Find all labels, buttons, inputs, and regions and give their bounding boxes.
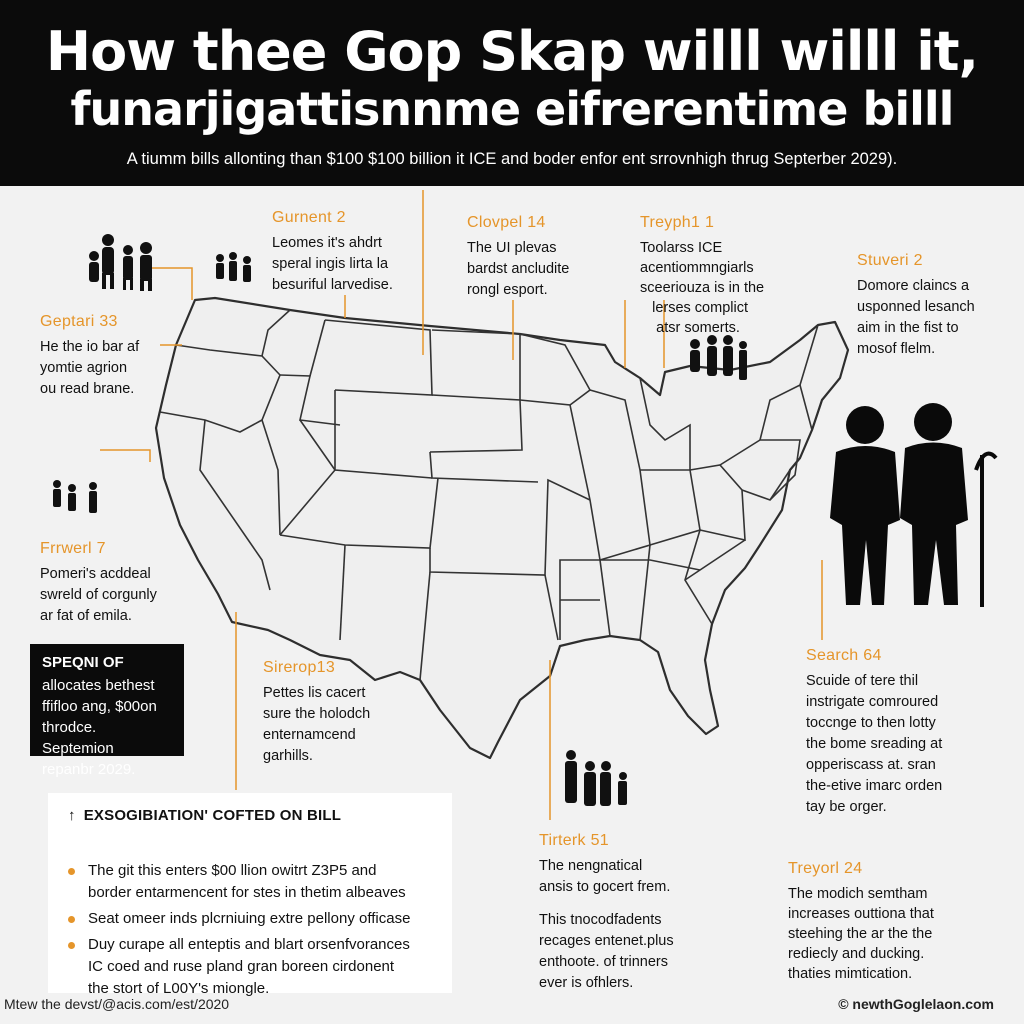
list-item: Duy curape all enteptis and blart orsenf… [68,934,432,1000]
callout-heading: Treyorl 24 [788,860,863,877]
callout-frrwerl: Frrwerl 7 Pomeri's acddeal swreld of corg… [40,540,180,627]
callout-tirterk: Tirterk 51 The nengnatical ansis to gocer… [539,832,699,994]
callout-heading: Treyph1 1 [640,214,715,231]
map-shape [154,296,850,760]
callout-text: The UI plevas bardst ancludite rongl espor… [467,240,570,298]
callout-heading: Search 64 [806,647,882,664]
people-silhouette-group-5 [565,750,627,806]
callout-heading: Sirerop13 [263,659,336,676]
callout-text: Pomeri's acddeal swreld of corgunly ar fat… [40,566,157,624]
bullet-dot-icon [68,868,75,875]
bullet-dot-icon [68,916,75,923]
callout-treyph: Treyph1 1 Toolarss ICE acentiommngiarls sc… [640,214,800,338]
list-item: Seat omeer inds plcrniuing extre pellony… [68,908,432,930]
state-borders [159,309,819,681]
callout-heading: Tirterk 51 [539,832,609,849]
header-banner: How thee Gop Skap willl willl it, funarj… [0,0,1024,186]
callout-text: Domore claincs a usponned lesanch aim in t… [857,278,975,357]
copyright: © newthGoglelaon.com [838,996,994,1012]
key-points-list: The git this enters $00 llion owitrt Z3P… [68,860,432,1000]
spending-box-text: allocates bethest ffifloo ang, $00on throd… [42,677,157,778]
callout-treyorl: Treyorl 24 The modich semtham increases o… [788,860,978,984]
callout-heading: Clovpel 14 [467,214,546,231]
callout-text: The nengnatical ansis to gocert frem. [539,858,671,895]
callout-stuveri: Stuveri 2 Domore claincs a usponned lesan… [857,252,1017,360]
callout-sirerop: Sirerop13 Pettes lis cacert sure the holo… [263,659,403,767]
key-points-box: ↑ EXSOGIBIATION' COFTED ON BILL The git t… [48,793,452,997]
subtitle: A tiumm bills allonting than $100 $100 b… [126,150,898,168]
people-silhouette-group-2 [216,252,251,282]
people-silhouette-group-4 [690,335,747,380]
callout-gument: Gurnent 2 Leomes it's ahdrt speral ingis … [272,209,422,296]
callout-heading: Frrwerl 7 [40,540,106,557]
callout-text: He the io bar af yomtie agrion ou read bra… [40,339,140,397]
callout-heading: Gurnent 2 [272,209,346,226]
us-map [53,190,998,820]
source-credit: Mtew the devst/@acis.com/est/2020 [4,996,230,1012]
callout-text: Toolarss ICE acentiommngiarls sceeriouza i… [640,240,765,336]
people-silhouette-group-3 [53,480,97,513]
callout-geptari: Geptari 33 He the io bar af yomtie agrion… [40,313,180,400]
two-men-silhouette [830,403,998,607]
callout-clovpel: Clovpel 14 The UI plevas bardst ancludite… [467,214,607,301]
callout-text-2: This tnocodfadents recages entenet.plus en… [539,912,674,991]
title-line-2: funarjigattisnnme eifrerentime billl [70,82,955,136]
arrow-up-icon: ↑ [68,807,76,824]
bullet-dot-icon [68,942,75,949]
people-silhouette-group-1 [89,234,152,291]
callout-search: Search 64 Scuide of tere thil instrigate … [806,647,981,818]
spending-box-title: SPEQNI OF [42,654,124,671]
callout-text: Leomes it's ahdrt speral ingis lirta la be… [272,235,393,293]
leader-lines [100,190,823,820]
key-points-title: ↑ EXSOGIBIATION' COFTED ON BILL [68,807,342,824]
callout-text: Pettes lis cacert sure the holodch enterna… [263,685,371,764]
spending-box: SPEQNI OF allocates bethest ffifloo ang, … [30,644,184,778]
list-item: The git this enters $00 llion owitrt Z3P… [68,860,432,904]
callout-heading: Geptari 33 [40,313,118,330]
callout-text: The modich semtham increases outtiona tha… [788,886,934,982]
title-line-1: How thee Gop Skap willl willl it, [45,20,979,83]
callout-text: Scuide of tere thil instrigate comroured t… [806,673,943,815]
callout-heading: Stuveri 2 [857,252,923,269]
